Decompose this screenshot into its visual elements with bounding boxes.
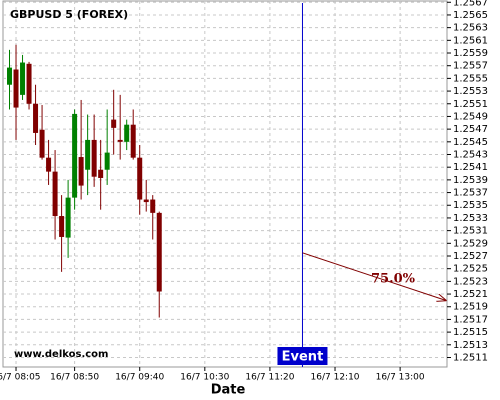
y-tick-label: 1.2551 bbox=[453, 99, 488, 110]
candle-body bbox=[39, 129, 45, 158]
y-tick-label: 1.2563 bbox=[453, 23, 488, 34]
y-tick-label: 1.2525 bbox=[453, 264, 488, 275]
candle-body bbox=[111, 119, 117, 128]
y-tick-label: 1.2537 bbox=[453, 188, 488, 199]
x-tick-label: 16/7 11:20 bbox=[245, 373, 294, 383]
x-tick-label: 16/7 08:05 bbox=[0, 373, 41, 383]
y-tick-label: 1.2555 bbox=[453, 73, 488, 84]
candle-body bbox=[13, 69, 19, 108]
event-label: Event bbox=[282, 350, 324, 365]
candle-body bbox=[26, 63, 32, 104]
y-tick-label: 1.2535 bbox=[453, 200, 488, 211]
candle-body bbox=[20, 62, 26, 95]
y-tick-label: 1.2515 bbox=[453, 327, 488, 338]
y-tick-label: 1.2523 bbox=[453, 276, 488, 287]
candle-body bbox=[59, 216, 65, 237]
chart-title: GBPUSD 5 (FOREX) bbox=[10, 8, 128, 21]
forecast-label: 75.0% bbox=[371, 272, 416, 287]
y-tick-label: 1.2541 bbox=[453, 162, 488, 173]
candle-body bbox=[137, 157, 143, 200]
y-tick-label: 1.2521 bbox=[453, 289, 488, 300]
y-tick-label: 1.2517 bbox=[453, 314, 488, 325]
candle-body bbox=[150, 199, 156, 213]
candle-body bbox=[7, 67, 13, 85]
y-tick-label: 1.2527 bbox=[453, 251, 488, 262]
watermark: www.delkos.com bbox=[14, 349, 108, 360]
candle-body bbox=[91, 139, 97, 177]
candle-body bbox=[78, 157, 84, 186]
y-tick-label: 1.2511 bbox=[453, 352, 488, 363]
y-tick-label: 1.2557 bbox=[453, 61, 488, 72]
candle-body bbox=[46, 157, 52, 172]
y-tick-label: 1.2519 bbox=[453, 302, 488, 313]
y-tick-label: 1.2567 bbox=[453, 0, 488, 8]
candle-body bbox=[143, 199, 149, 203]
x-tick-label: 16/7 09:40 bbox=[115, 373, 164, 383]
candle-body bbox=[130, 124, 136, 158]
candle-body bbox=[124, 124, 130, 142]
y-tick-label: 1.2533 bbox=[453, 213, 488, 224]
y-tick-label: 1.2513 bbox=[453, 340, 488, 351]
event-box bbox=[277, 347, 328, 365]
y-tick-label: 1.2529 bbox=[453, 238, 488, 249]
forecast-arrow bbox=[302, 252, 445, 301]
y-tick-label: 1.2549 bbox=[453, 111, 488, 122]
candle-body bbox=[98, 169, 104, 178]
y-tick-label: 1.2547 bbox=[453, 124, 488, 135]
candle-body bbox=[156, 212, 162, 292]
candle-body bbox=[52, 171, 58, 217]
y-tick-label: 1.2539 bbox=[453, 175, 488, 186]
plot-area bbox=[2, 0, 448, 368]
y-tick-label: 1.2545 bbox=[453, 137, 488, 148]
candle-body bbox=[72, 113, 78, 198]
candle-body bbox=[104, 152, 110, 170]
y-tick-label: 1.2561 bbox=[453, 35, 488, 46]
candle-body bbox=[85, 139, 91, 170]
y-tick-label: 1.2553 bbox=[453, 86, 488, 97]
x-tick-label: 16/7 13:00 bbox=[376, 373, 425, 383]
x-tick-label: 16/7 10:30 bbox=[180, 373, 229, 383]
candle-body bbox=[33, 103, 39, 133]
candle-body bbox=[117, 139, 123, 142]
y-tick-label: 1.2565 bbox=[453, 10, 488, 21]
y-tick-label: 1.2543 bbox=[453, 150, 488, 161]
y-tick-label: 1.2531 bbox=[453, 226, 488, 237]
x-tick-label: 16/7 12:10 bbox=[311, 373, 360, 383]
x-axis-label: Date bbox=[211, 383, 246, 398]
y-tick-label: 1.2559 bbox=[453, 48, 488, 59]
candle-body bbox=[65, 197, 71, 238]
x-tick-label: 16/7 08:50 bbox=[50, 373, 99, 383]
